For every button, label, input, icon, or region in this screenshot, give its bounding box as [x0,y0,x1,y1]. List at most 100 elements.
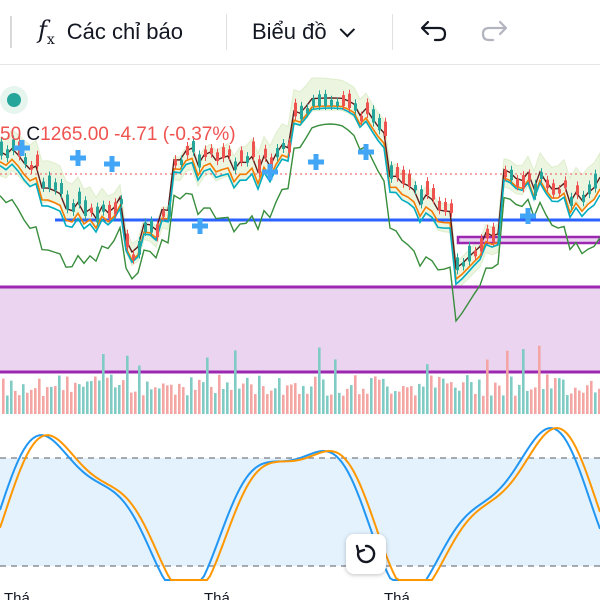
volume-bar [250,384,253,414]
volume-bar [294,383,297,414]
volume-bar [286,385,289,414]
volume-bar [566,395,569,414]
volume-bar [402,386,405,414]
ohlc-legend: 50 C1265.00 -4.71 (-0.37%) [0,124,236,146]
refresh-icon [355,544,376,564]
volume-bar [118,384,121,414]
candle-body [408,173,411,187]
redo-icon [481,20,508,42]
volume-bar [386,386,389,414]
oscillator-chart[interactable] [0,418,600,582]
purple-zone-box [456,235,600,245]
oscillator-band [0,458,600,566]
indicators-button[interactable]: fx Các chỉ báo [38,12,183,52]
candle-body [12,139,15,152]
ichimoku-cloud [0,77,600,291]
volume-bar [258,375,261,414]
volume-bar [74,382,77,414]
candle-body [468,245,471,262]
volume-bar [466,375,469,414]
volume-bar [506,350,509,414]
volume-bar [342,395,345,414]
candle-body [330,99,333,106]
signal-cross-marker [520,208,536,224]
reset-chart-button[interactable] [346,534,386,574]
price-pane[interactable] [0,66,600,416]
candle-body [480,238,483,252]
time-axis-label: Thá [384,590,410,600]
volume-bar [14,390,17,414]
candle-body [432,188,435,200]
volume-bar [274,388,277,414]
oscillator-pane[interactable] [0,418,600,582]
time-axis[interactable]: Thá Thá Thá [0,584,600,600]
volume-bar [282,394,285,414]
volume-bar [338,392,341,414]
chart-type-dropdown[interactable]: Biểu đồ [252,12,355,52]
volume-bar [510,376,513,414]
change-value: -4.71 [114,124,158,145]
volume-bar [350,385,353,414]
candle-body [252,141,255,158]
candle-body [594,173,597,189]
candle-body [144,222,147,232]
candle-body [246,156,249,163]
candle-body [474,250,477,257]
volume-bar [546,374,549,414]
volume-bar [202,382,205,414]
candle-body [504,169,507,178]
candle-body [288,142,291,153]
volume-bar [86,381,89,414]
candle-body [36,154,39,167]
volume-bar [266,394,269,414]
candle-body [108,204,111,219]
candle-body [222,147,225,159]
candle-body [84,200,87,216]
volume-bar [182,387,185,414]
candle-body [402,169,405,184]
candle-body [546,179,549,189]
volume-bar [114,387,117,414]
volume-bar [502,395,505,414]
volume-bar [70,391,73,414]
candle-body [78,191,81,205]
volume-bar [190,377,193,414]
price-chart[interactable] [0,66,600,416]
volume-bar [186,395,189,414]
candle-body [204,149,207,158]
volume-bar [242,383,245,414]
volume-bar [570,393,573,414]
candle-body [498,235,501,242]
volume-bar [26,392,29,414]
redo-button[interactable] [478,16,514,48]
volume-bar [322,379,325,414]
candle-body [150,220,153,233]
volume-bar [234,350,237,414]
candle-body [282,142,285,149]
volume-bar [490,395,493,414]
candle-body [486,228,489,239]
volume-bar [58,375,61,414]
volume-bar [346,388,349,414]
volume-bar [326,395,329,414]
candle-body [438,200,441,211]
chevron-down-icon [339,21,355,37]
candle-body [96,206,99,223]
volume-bar [398,391,401,414]
volume-bar [210,386,213,414]
undo-button[interactable] [414,16,450,48]
volume-bar [582,392,585,414]
volume-bar [226,382,229,414]
volume-bar [246,377,249,414]
volume-bar [394,391,397,414]
signal-cross-marker [14,140,30,156]
market-status-indicator[interactable] [0,86,28,114]
volume-bar [98,380,101,414]
candle-body [132,254,135,260]
candle-body [558,189,561,194]
volume-bar [298,393,301,414]
volume-bar [594,392,597,414]
signal-line [0,107,600,286]
volume-bar [62,390,65,414]
candle-body [54,182,57,191]
